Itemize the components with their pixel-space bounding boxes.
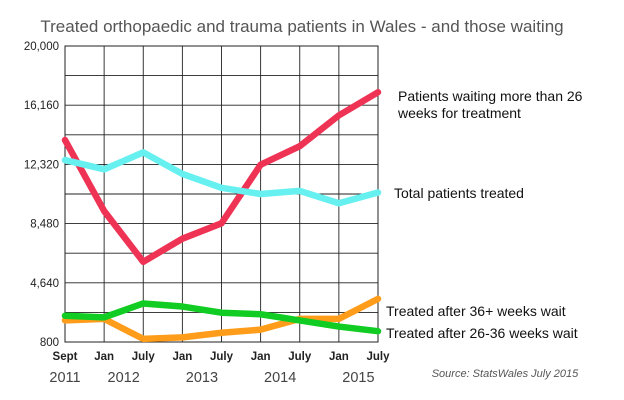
x-year-label: 2012 xyxy=(108,370,140,386)
x-year-label: 2011 xyxy=(49,370,80,386)
x-tick-label: Jan xyxy=(251,351,271,363)
y-tick-label: 800 xyxy=(40,337,59,349)
series-label: Patients waiting more than 26 weeks for t… xyxy=(397,88,583,121)
x-year-label: 2015 xyxy=(342,370,374,386)
chart-title: Treated orthopaedic and trauma patients … xyxy=(40,17,563,36)
x-tick-label: July xyxy=(288,351,312,363)
chart-source: Source: StatsWales July 2015 xyxy=(432,368,579,380)
x-tick-label: Jan xyxy=(329,351,349,363)
series-label: Treated after 26-36 weeks wait xyxy=(386,325,578,341)
x-year-label: 2013 xyxy=(186,370,218,386)
x-tick-label: July xyxy=(366,351,390,363)
x-tick-label: Jan xyxy=(172,351,192,363)
x-tick-label: Jan xyxy=(94,351,114,363)
y-tick-label: 20,000 xyxy=(24,41,59,53)
y-tick-label: 8,480 xyxy=(30,219,59,231)
x-tick-label: July xyxy=(210,351,234,363)
y-tick-label: 16,160 xyxy=(24,100,59,112)
y-tick-label: 4,640 xyxy=(30,278,59,290)
x-tick-label: July xyxy=(132,351,156,363)
series-label: Treated after 36+ weeks wait xyxy=(386,303,566,319)
x-year-label: 2014 xyxy=(264,370,296,386)
y-tick-label: 12,320 xyxy=(24,159,59,171)
series-label: Total patients treated xyxy=(394,185,524,201)
x-tick-label: Sept xyxy=(53,351,78,363)
